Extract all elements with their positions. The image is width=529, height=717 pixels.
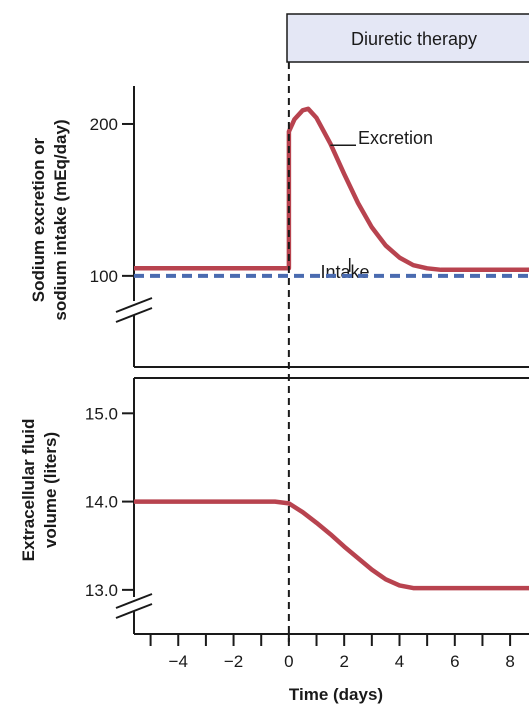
x-tick-label: −4 <box>169 652 188 671</box>
y-tick-label: 100 <box>90 267 118 286</box>
x-tick-label: 4 <box>395 652 404 671</box>
x-tick-label: 2 <box>339 652 348 671</box>
x-tick-label: 0 <box>284 652 293 671</box>
x-tick-label: −2 <box>224 652 243 671</box>
bottom-panel-frame: 13.0 14.0 15.0 <box>85 377 529 635</box>
axis-break-mark <box>115 593 153 609</box>
excretion-label: Excretion <box>358 128 433 148</box>
chart-marks: −4 −2 0 2 4 6 8 <box>134 62 529 671</box>
y-tick-label: 200 <box>90 115 118 134</box>
bottom-ylabel: Extracellular fluid volume (liters) <box>19 419 60 562</box>
axis-break-mark <box>115 297 153 313</box>
intake-label: Intake <box>320 262 369 282</box>
bottom-ylabel-line-1: Extracellular fluid <box>19 419 38 562</box>
banner-box <box>286 13 529 63</box>
banner-label: Diuretic therapy <box>351 29 477 49</box>
ecf-volume-line <box>134 499 529 591</box>
top-panel-frame: 100 200 <box>90 86 529 368</box>
axis-break-mark <box>115 603 153 619</box>
diuretic-therapy-banner: Diuretic therapy <box>286 13 529 63</box>
axis-break-gap <box>130 597 138 611</box>
y-tick-label: 14.0 <box>85 493 118 512</box>
top-ylabel-line-1: Sodium excretion or <box>29 137 48 302</box>
y-tick-label: 13.0 <box>85 581 118 600</box>
x-axis-title: Time (days) <box>289 685 383 704</box>
x-tick-label: 8 <box>505 652 514 671</box>
axis-break-gap <box>130 301 138 315</box>
y-tick-label: 15.0 <box>85 404 118 423</box>
top-ylabel-line-2: sodium intake (mEq/day) <box>51 119 70 320</box>
bottom-ylabel-line-2: volume (liters) <box>41 432 60 548</box>
x-tick-label: 6 <box>450 652 459 671</box>
top-ylabel: Sodium excretion or sodium intake (mEq/d… <box>29 119 70 320</box>
axis-break-mark <box>115 307 153 323</box>
excretion-line <box>134 106 529 273</box>
